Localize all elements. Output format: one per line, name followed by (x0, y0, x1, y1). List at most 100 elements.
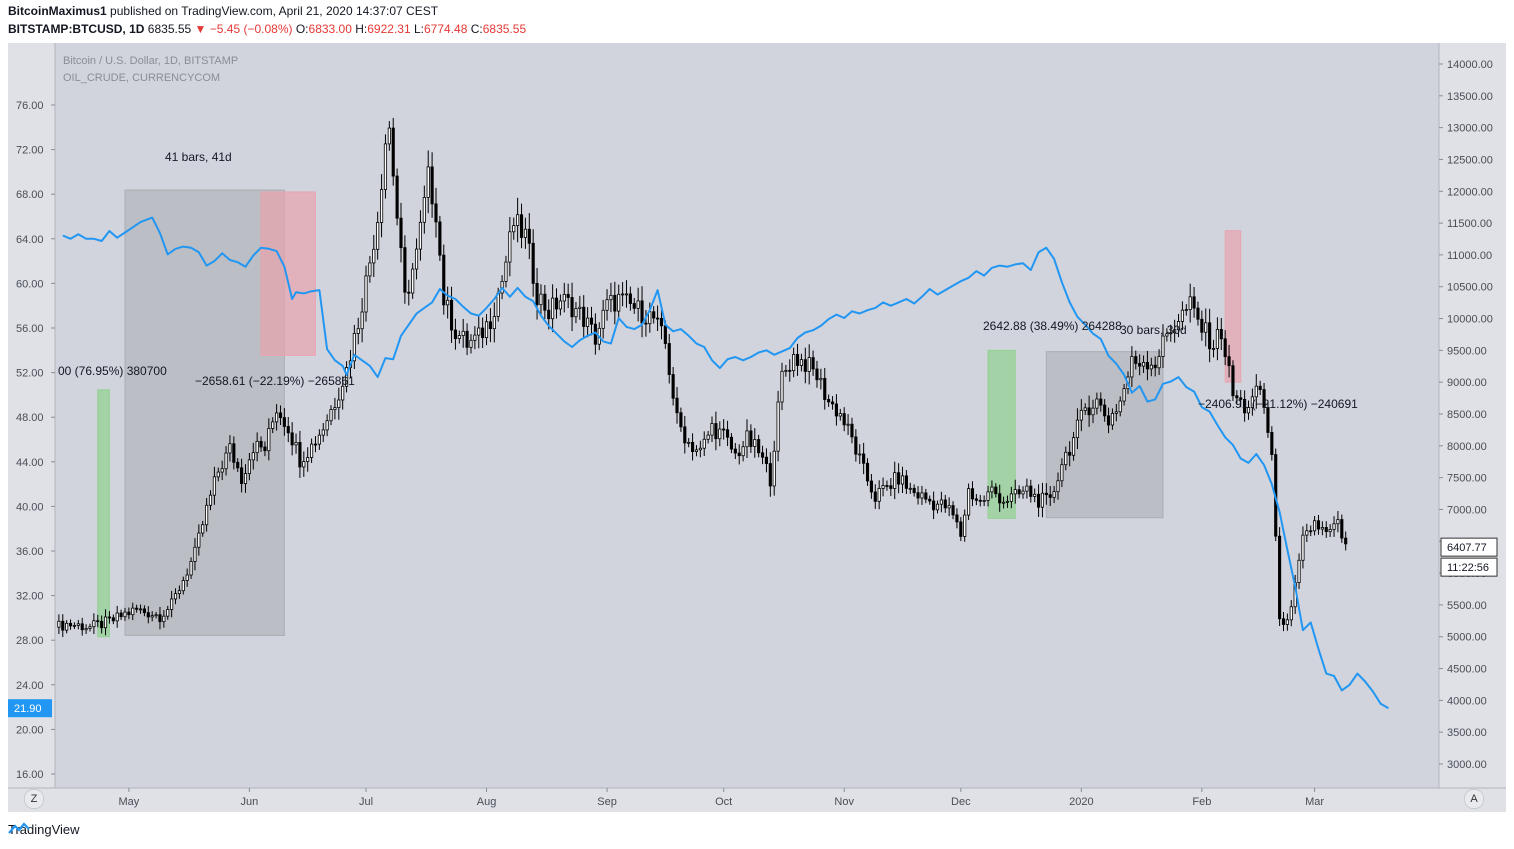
candle (764, 448, 769, 473)
candle (135, 604, 139, 613)
candle (582, 295, 586, 339)
candle (449, 286, 454, 343)
candle (955, 508, 959, 529)
time-tick-label: Aug (477, 796, 497, 808)
candle (1009, 486, 1013, 509)
candle (613, 281, 617, 325)
right-tick-label: 3000.00 (1447, 759, 1487, 771)
candle (539, 284, 543, 315)
left-tick-label: 52.00 (16, 368, 44, 380)
left-tick-label: 76.00 (16, 100, 44, 112)
candle (1344, 531, 1348, 551)
candle (1192, 287, 1196, 318)
candle (807, 344, 811, 385)
measure-label: 00 (76.95%) 380700 (58, 364, 167, 378)
candle (827, 394, 831, 407)
candle (1289, 600, 1293, 627)
candle (1153, 356, 1157, 377)
plot-area (55, 43, 1439, 788)
candle (333, 397, 337, 420)
right-tick-label: 10000.00 (1447, 314, 1493, 326)
candle (811, 350, 815, 376)
candle (904, 470, 908, 495)
candle (1227, 344, 1231, 378)
symbol-label: BITSTAMP:BTCUSD, 1D (8, 22, 145, 36)
candle (1332, 516, 1336, 537)
candle (372, 234, 376, 277)
candle (951, 501, 955, 520)
candle (725, 420, 730, 447)
candle (710, 416, 714, 443)
measure-label: 30 bars, 30d (1120, 323, 1187, 337)
candle (1157, 349, 1161, 375)
candle (900, 466, 905, 493)
right-tick-label: 7500.00 (1447, 473, 1487, 485)
right-tick-label: 5000.00 (1447, 632, 1487, 644)
left-tick-label: 64.00 (16, 234, 44, 246)
candle (1110, 408, 1115, 430)
oil-last-tag (8, 699, 52, 718)
candle (376, 211, 380, 260)
oil-last-value: 21.90 (14, 703, 42, 715)
candle (967, 483, 971, 520)
candle (780, 362, 784, 411)
candle (166, 605, 170, 620)
candle (562, 282, 566, 313)
candle (566, 283, 570, 309)
candle (317, 429, 321, 450)
candle (617, 284, 621, 321)
candle (834, 394, 838, 426)
candle (1313, 515, 1317, 536)
candle (282, 408, 286, 436)
author-name[interactable]: BitcoinMaximus1 (8, 4, 107, 18)
candle (1262, 382, 1266, 414)
candle (943, 494, 947, 513)
candle (687, 438, 691, 448)
candle (628, 286, 632, 311)
left-tick-label: 40.00 (16, 501, 44, 513)
candle (873, 484, 877, 509)
left-tick-label: 36.00 (16, 546, 44, 558)
candle (306, 447, 310, 472)
candle (457, 330, 461, 344)
candle (854, 429, 858, 462)
candle (702, 431, 706, 457)
candle (1169, 324, 1173, 342)
candle (947, 497, 951, 517)
candle (484, 314, 489, 346)
candle (1013, 479, 1017, 504)
candle (103, 609, 108, 636)
candle (1048, 486, 1052, 506)
candle (1118, 396, 1122, 417)
candle (446, 286, 450, 319)
candle (916, 486, 920, 505)
measure-label: −2406.91 (−21.12%) −240691 (1198, 397, 1358, 411)
candle (924, 488, 928, 504)
candle (313, 436, 318, 453)
candle (438, 215, 442, 261)
candle (1060, 458, 1064, 487)
candle (531, 229, 535, 297)
candle (294, 433, 298, 454)
legend-main: Bitcoin / U.S. Dollar, 1D, BITSTAMP (63, 55, 238, 67)
candle (220, 460, 224, 481)
candle (162, 610, 166, 628)
left-tick-label: 16.00 (16, 769, 44, 781)
price-chart[interactable]: Bitcoin / U.S. Dollar, 1D, BITSTAMP OIL_C… (8, 43, 1506, 812)
candle (1037, 484, 1041, 517)
range-box-january (1045, 351, 1164, 519)
left-tick-label: 56.00 (16, 323, 44, 335)
candle (865, 458, 870, 486)
candle (1033, 488, 1037, 503)
candle (251, 442, 255, 470)
candle (329, 405, 333, 426)
measure-label: 2642.88 (38.49%) 264288 (983, 319, 1122, 333)
chart-frame[interactable]: Bitcoin / U.S. Dollar, 1D, BITSTAMP OIL_C… (8, 43, 1506, 812)
auto-scale-button[interactable]: A (1464, 789, 1484, 809)
zoom-reset-button[interactable]: Z (24, 789, 44, 809)
right-tick-label: 10500.00 (1447, 282, 1493, 294)
candle (68, 619, 73, 630)
candle (290, 422, 294, 456)
candle (838, 408, 842, 421)
candle (551, 284, 555, 333)
